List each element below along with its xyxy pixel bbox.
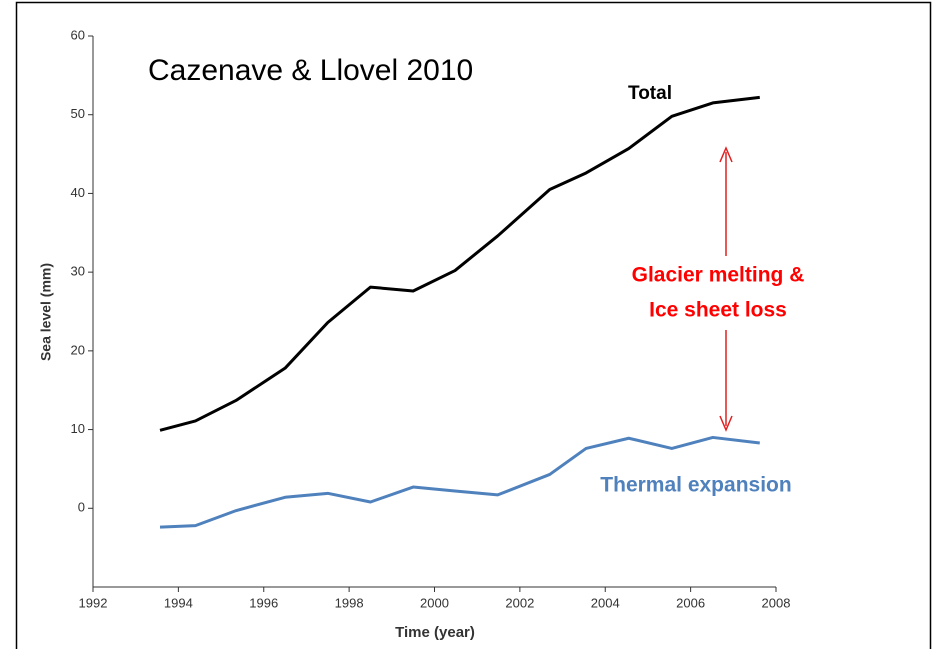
x-tick-label: 1998 — [335, 595, 364, 610]
x-tick-label: 2006 — [676, 595, 705, 610]
x-tick-label: 1992 — [79, 595, 108, 610]
y-tick-label: 0 — [78, 500, 85, 515]
annotation: Ice sheet loss — [649, 299, 787, 322]
y-axis-label: Sea level (mm) — [38, 263, 54, 361]
chart-title: Cazenave & Llovel 2010 — [148, 54, 473, 87]
series-label: Total — [628, 83, 672, 104]
x-axis-label: Time (year) — [395, 624, 475, 641]
x-tick-label: 2008 — [762, 595, 791, 610]
y-tick-label: 30 — [71, 264, 85, 279]
y-tick-label: 40 — [71, 185, 85, 200]
double-arrow — [719, 146, 733, 432]
x-tick-label: 2002 — [505, 595, 534, 610]
y-tick-label: 60 — [71, 27, 85, 42]
series-label: Thermal expansion — [600, 474, 791, 497]
series-line — [159, 95, 760, 432]
frame — [15, 1, 932, 649]
series-line — [159, 435, 760, 529]
x-tick-label: 2000 — [420, 595, 449, 610]
x-tick-label: 1994 — [164, 595, 193, 610]
y-tick-label: 20 — [71, 342, 85, 357]
annotation: Glacier melting & — [632, 264, 805, 287]
x-tick-label: 1996 — [249, 595, 278, 610]
y-tick-label: 10 — [71, 421, 85, 436]
x-tick-label: 2004 — [591, 595, 620, 610]
y-tick-label: 50 — [71, 106, 85, 121]
